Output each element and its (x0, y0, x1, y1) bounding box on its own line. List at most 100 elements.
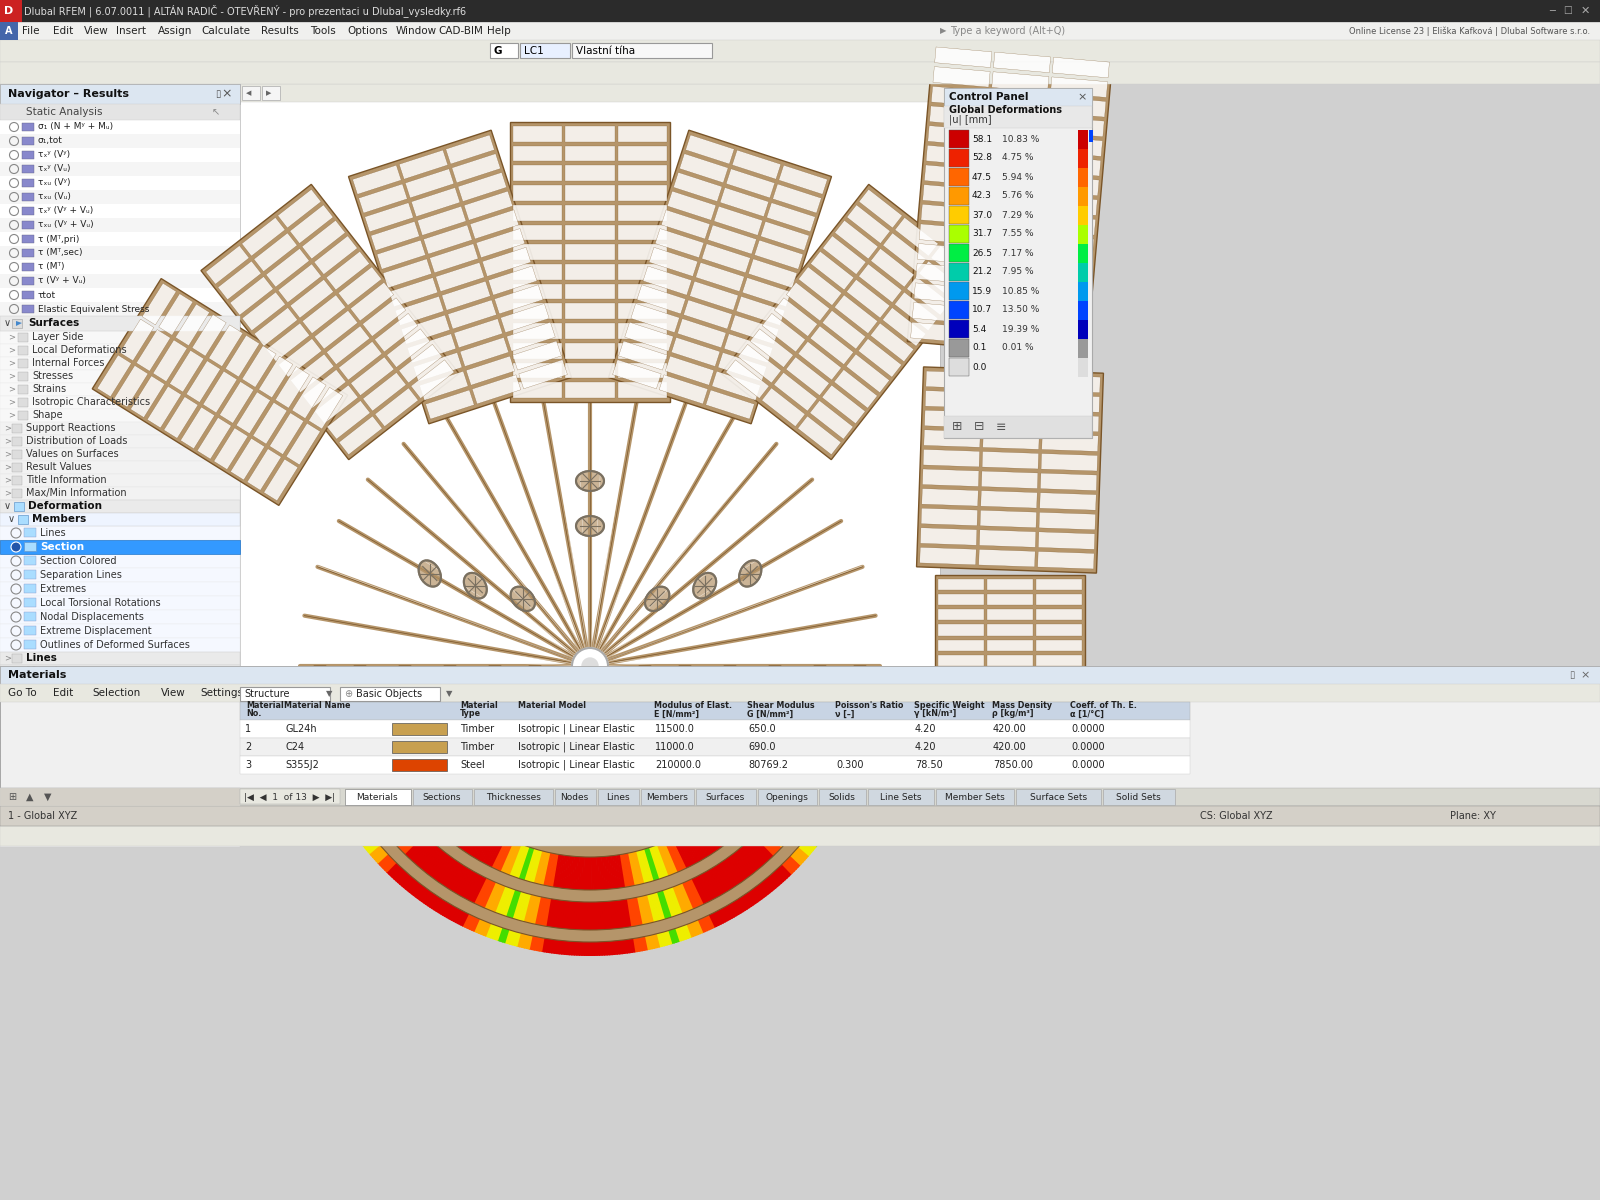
Text: Materials: Materials (357, 792, 398, 802)
Text: Timber: Timber (461, 724, 494, 734)
Wedge shape (392, 680, 576, 880)
Polygon shape (974, 269, 1032, 289)
Wedge shape (598, 684, 722, 926)
Text: γ [kN/m³]: γ [kN/m³] (914, 709, 957, 719)
Bar (240, 790, 339, 804)
Wedge shape (592, 686, 626, 954)
Bar (0, 246, 240, 260)
Wedge shape (301, 667, 570, 686)
Bar (0, 396, 240, 409)
Polygon shape (917, 244, 974, 264)
Polygon shape (835, 295, 878, 334)
Bar (0, 331, 240, 344)
Polygon shape (451, 154, 501, 182)
Wedge shape (597, 685, 691, 938)
Text: Extreme Values: Extreme Values (29, 796, 104, 806)
Bar (0, 678, 240, 691)
Text: G [N/mm²]: G [N/mm²] (747, 709, 794, 719)
Wedge shape (307, 671, 571, 736)
Wedge shape (590, 686, 608, 955)
Wedge shape (610, 668, 878, 700)
Polygon shape (686, 134, 734, 164)
Wedge shape (499, 685, 584, 942)
Bar (0, 190, 240, 204)
Polygon shape (419, 371, 469, 401)
Polygon shape (989, 112, 1045, 132)
Polygon shape (982, 451, 1038, 469)
Text: >: > (3, 488, 11, 498)
Text: No.: No. (246, 709, 261, 719)
Text: ⊟: ⊟ (974, 420, 984, 433)
Text: Deformation: Deformation (29, 502, 102, 511)
Text: ─: ─ (1549, 6, 1555, 16)
Polygon shape (981, 472, 1038, 488)
Polygon shape (488, 266, 538, 295)
Bar (1078, 301, 1088, 320)
Wedge shape (494, 685, 584, 941)
Polygon shape (923, 449, 979, 467)
Wedge shape (602, 683, 758, 904)
Polygon shape (938, 655, 984, 666)
Bar (640, 790, 694, 805)
Text: |u| [mm]: |u| [mm] (949, 115, 992, 125)
Wedge shape (602, 682, 766, 899)
Polygon shape (1053, 58, 1109, 78)
Wedge shape (478, 684, 582, 935)
Text: 0.1: 0.1 (973, 343, 986, 353)
Wedge shape (590, 686, 610, 955)
Polygon shape (302, 295, 346, 334)
Wedge shape (608, 676, 843, 810)
Polygon shape (565, 145, 614, 162)
Polygon shape (314, 236, 357, 275)
Polygon shape (214, 428, 248, 469)
Wedge shape (427, 683, 579, 908)
Polygon shape (382, 259, 432, 288)
Text: Members: Members (646, 792, 688, 802)
Bar (0, 568, 240, 582)
Text: Insert: Insert (115, 26, 146, 36)
Bar (18, 398, 29, 407)
Wedge shape (498, 685, 584, 942)
Polygon shape (726, 169, 774, 198)
Wedge shape (606, 677, 830, 832)
Polygon shape (218, 262, 261, 300)
Bar (240, 102, 941, 666)
Wedge shape (610, 671, 872, 734)
Polygon shape (565, 185, 614, 200)
Bar (949, 358, 970, 376)
Polygon shape (690, 281, 738, 311)
Polygon shape (1045, 136, 1102, 156)
Text: Strains: Strains (32, 384, 66, 394)
Text: >: > (3, 424, 11, 432)
Wedge shape (592, 686, 622, 954)
Wedge shape (608, 674, 851, 794)
Bar (13, 490, 22, 498)
Text: ✕: ✕ (1581, 6, 1590, 16)
Text: Tools: Tools (310, 26, 336, 36)
Polygon shape (835, 221, 878, 259)
Bar (0, 316, 240, 331)
Bar (22, 235, 34, 242)
Wedge shape (602, 682, 773, 894)
Text: Solids: Solids (829, 792, 856, 802)
Wedge shape (606, 678, 822, 841)
Text: Type a keyword (Alt+Q): Type a keyword (Alt+Q) (950, 26, 1066, 36)
Wedge shape (606, 678, 821, 845)
Wedge shape (307, 671, 571, 731)
Polygon shape (1043, 414, 1099, 432)
Polygon shape (454, 319, 502, 348)
Polygon shape (242, 217, 285, 256)
Bar (0, 22, 18, 40)
Polygon shape (158, 294, 194, 335)
Bar (0, 756, 240, 769)
Polygon shape (154, 340, 187, 382)
Polygon shape (923, 430, 981, 448)
Polygon shape (514, 126, 562, 142)
Bar (475, 790, 552, 805)
Polygon shape (859, 190, 902, 228)
Polygon shape (786, 356, 829, 396)
Polygon shape (315, 311, 358, 349)
Wedge shape (317, 673, 571, 766)
Polygon shape (565, 343, 614, 359)
Polygon shape (702, 244, 750, 272)
